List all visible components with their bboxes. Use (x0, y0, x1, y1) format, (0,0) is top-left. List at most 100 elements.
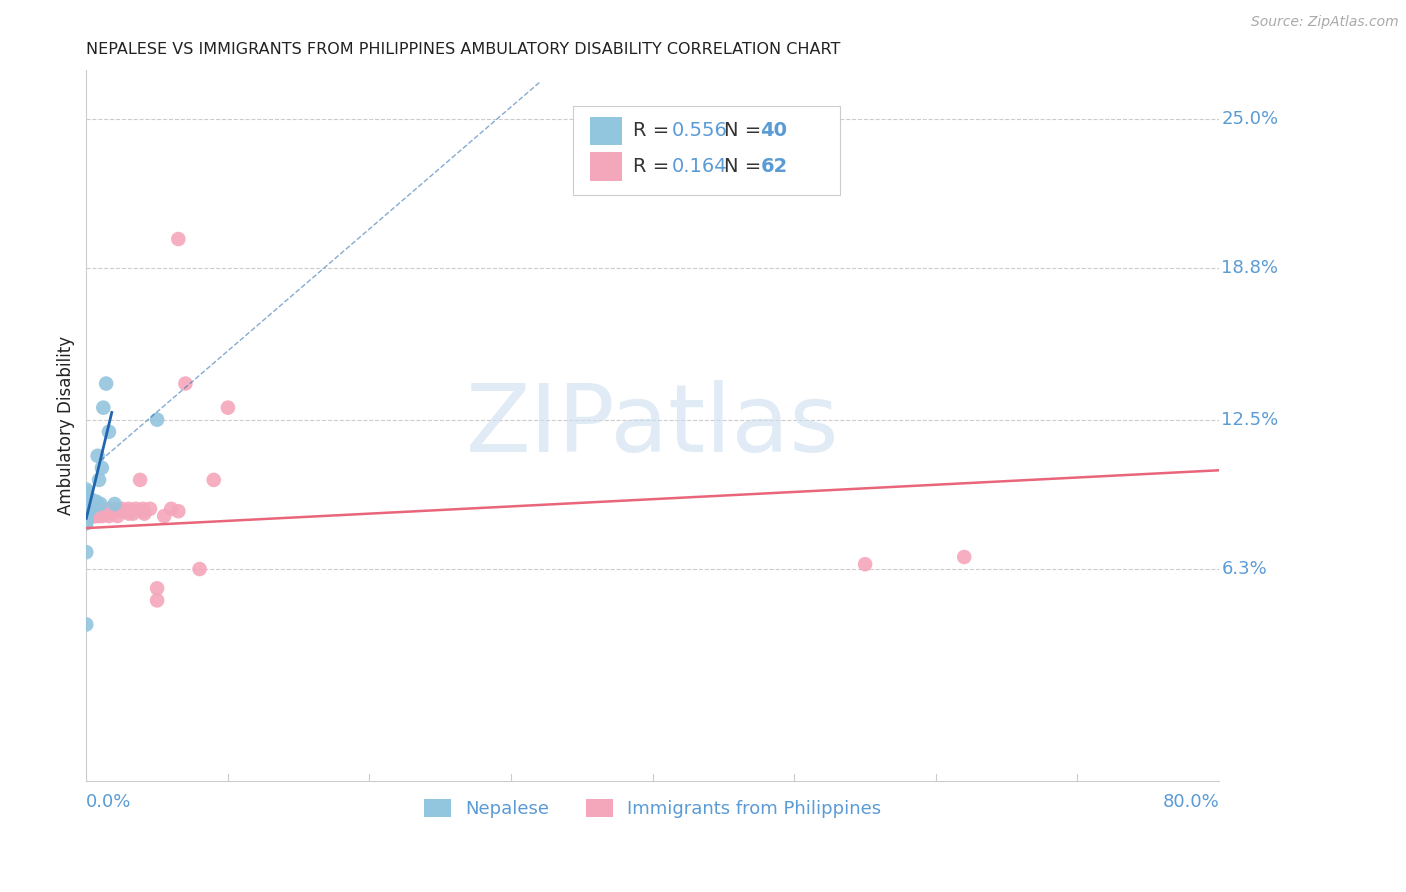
Text: NEPALESE VS IMMIGRANTS FROM PHILIPPINES AMBULATORY DISABILITY CORRELATION CHART: NEPALESE VS IMMIGRANTS FROM PHILIPPINES … (86, 42, 841, 57)
Point (75, 617, 97, 632)
Point (76, 497, 98, 511)
Point (105, 501, 128, 516)
Point (77, 501, 100, 516)
Point (111, 504, 134, 518)
Point (217, 401, 239, 415)
Point (80, 497, 103, 511)
Point (75, 501, 97, 516)
Point (167, 232, 190, 246)
Text: 12.5%: 12.5% (1222, 410, 1278, 429)
Point (86, 501, 108, 516)
Point (76, 500, 98, 514)
Point (94, 376, 117, 391)
Point (89, 497, 111, 511)
Point (188, 562, 211, 576)
Point (82, 501, 104, 516)
Point (76, 492, 98, 507)
FancyBboxPatch shape (591, 153, 621, 180)
Point (80, 504, 103, 518)
Point (75, 483, 97, 497)
Point (76, 501, 98, 516)
Point (77, 492, 100, 507)
Y-axis label: Ambulatory Disability: Ambulatory Disability (58, 336, 75, 516)
Point (76, 501, 98, 516)
Text: 6.3%: 6.3% (1222, 560, 1267, 578)
Point (101, 507, 124, 521)
Point (98, 501, 121, 516)
Point (91, 501, 114, 516)
Point (93, 507, 115, 521)
Point (953, 549, 976, 564)
Point (84, 509, 107, 524)
Point (75, 490, 97, 504)
Text: ZIPatlas: ZIPatlas (465, 380, 839, 472)
Text: R =: R = (634, 121, 676, 140)
Point (79, 497, 101, 511)
Point (89, 501, 111, 516)
Point (167, 504, 190, 518)
Point (104, 497, 127, 511)
Point (86, 507, 108, 521)
Point (125, 501, 148, 516)
Point (75, 545, 97, 559)
Point (83, 501, 105, 516)
Point (82, 500, 104, 514)
Point (104, 504, 127, 518)
Point (77, 509, 100, 524)
Point (75, 507, 97, 521)
Point (80, 509, 103, 524)
Point (82, 494, 104, 508)
Point (79, 492, 101, 507)
Point (146, 593, 169, 607)
Point (79, 501, 101, 516)
Text: R =: R = (634, 157, 676, 176)
Text: 0.0%: 0.0% (86, 793, 132, 811)
Point (76, 504, 98, 518)
Point (75, 487, 97, 501)
Point (75, 511, 97, 525)
Point (89, 507, 111, 521)
Text: 25.0%: 25.0% (1222, 110, 1278, 128)
Point (90, 461, 112, 475)
Point (77, 497, 100, 511)
Point (75, 492, 97, 507)
Point (97, 509, 120, 524)
Text: 18.8%: 18.8% (1222, 259, 1278, 277)
Point (97, 425, 120, 439)
Text: N =: N = (724, 157, 768, 176)
Point (87, 504, 110, 518)
Point (118, 501, 141, 516)
Point (153, 509, 176, 524)
Point (86, 449, 108, 463)
Text: 0.556: 0.556 (672, 121, 728, 140)
Point (118, 507, 141, 521)
Point (77, 504, 100, 518)
Text: N =: N = (724, 121, 768, 140)
Point (75, 514, 97, 528)
Point (146, 413, 169, 427)
Point (83, 509, 105, 524)
Point (146, 582, 169, 596)
Point (91, 504, 114, 518)
Point (134, 507, 156, 521)
Point (202, 473, 225, 487)
Point (132, 501, 155, 516)
Point (75, 494, 97, 508)
Point (76, 494, 98, 508)
Point (79, 504, 101, 518)
Point (84, 504, 107, 518)
Point (75, 507, 97, 521)
Point (107, 509, 129, 524)
FancyBboxPatch shape (574, 106, 839, 194)
Point (111, 501, 134, 516)
Point (122, 507, 145, 521)
Point (77, 501, 100, 516)
Point (96, 504, 118, 518)
Text: 80.0%: 80.0% (1163, 793, 1219, 811)
Point (132, 504, 155, 518)
Point (139, 501, 162, 516)
Point (129, 473, 152, 487)
Point (174, 376, 197, 391)
Point (87, 509, 110, 524)
Point (120, 504, 142, 518)
